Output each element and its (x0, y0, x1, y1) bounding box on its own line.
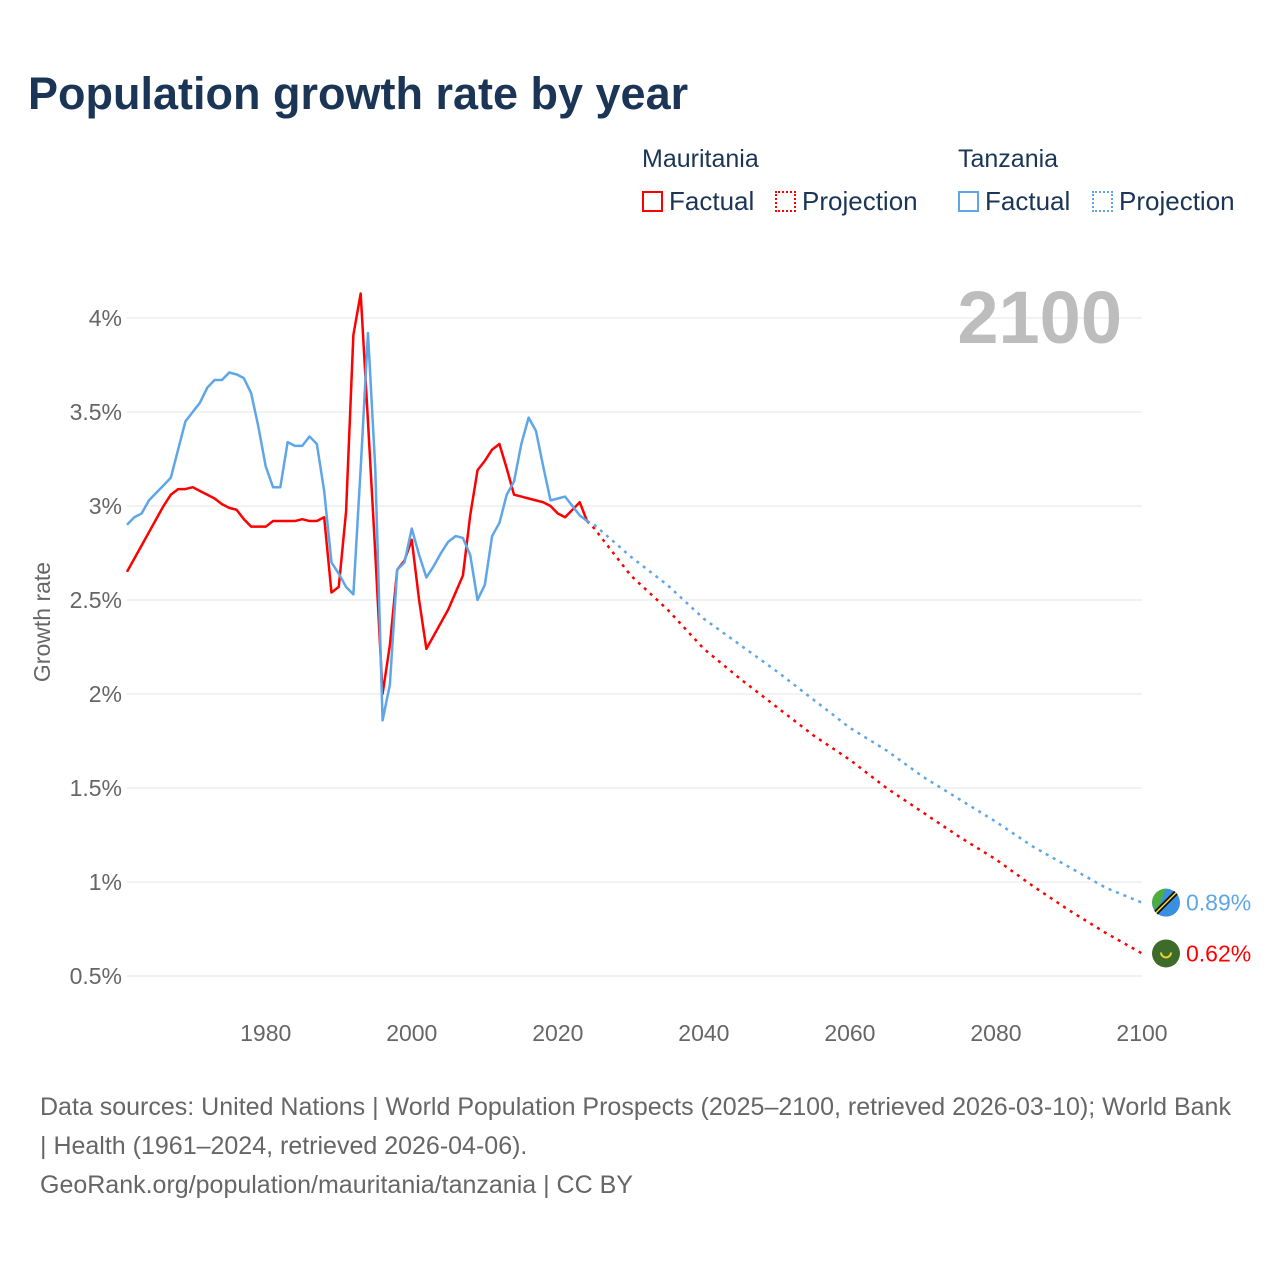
y-tick-label: 2.5% (70, 587, 122, 613)
mauritania-flag-icon (1152, 939, 1180, 968)
y-tick-label: 2% (89, 681, 122, 707)
x-tick-label: 2000 (386, 1020, 437, 1046)
footer: Data sources: United Nations | World Pop… (40, 1088, 1240, 1205)
legend-group-tanzania: Tanzania (958, 145, 1059, 173)
x-tick-label: 2060 (824, 1020, 875, 1046)
legend-label: Factual (985, 186, 1071, 216)
y-axis-label: Growth rate (29, 562, 55, 682)
legend-swatch-dotted (1092, 191, 1113, 212)
end-value-label-mauritania: 0.62% (1186, 940, 1251, 966)
x-tick-label: 1980 (240, 1020, 291, 1046)
x-tick-label: 2040 (678, 1020, 729, 1046)
legend-mauritania-factual[interactable]: Factual (642, 186, 754, 217)
year-watermark: 2100 (957, 276, 1122, 359)
legend-tanzania-factual[interactable]: Factual (958, 186, 1070, 217)
chart-title: Population growth rate by year (28, 68, 689, 119)
legend-swatch-solid (958, 191, 979, 212)
line-tanzania-factual (126, 331, 588, 722)
y-tick-label: 0.5% (70, 963, 122, 989)
legend-swatch-solid (642, 191, 663, 212)
legend-label: Projection (802, 186, 918, 216)
x-tick-label: 2080 (970, 1020, 1021, 1046)
legend-tanzania-projection[interactable]: Projection (1092, 186, 1235, 217)
x-tick-label: 2100 (1116, 1020, 1167, 1046)
y-tick-label: 3% (89, 493, 122, 519)
line-mauritania-projection (586, 520, 1143, 955)
data-sources: Data sources: United Nations | World Pop… (40, 1093, 1231, 1160)
y-tick-label: 1% (89, 869, 122, 895)
legend-label: Projection (1119, 186, 1235, 216)
line-tanzania-projection (586, 519, 1143, 904)
legend-mauritania-projection[interactable]: Projection (775, 186, 918, 217)
mauritania-flag-crescent (1160, 952, 1172, 959)
legend-swatch-dotted (775, 191, 796, 212)
tanzania-flag-green (1152, 888, 1166, 913)
end-value-label-tanzania: 0.89% (1186, 890, 1251, 916)
source-link[interactable]: GeoRank.org/population/mauritania/tanzan… (40, 1171, 633, 1199)
y-tick-label: 3.5% (70, 399, 122, 425)
y-tick-label: 1.5% (70, 775, 122, 801)
line-mauritania-factual (125, 292, 589, 696)
tanzania-flag-yellow (1155, 892, 1177, 914)
x-tick-label: 2020 (532, 1020, 583, 1046)
y-tick-label: 4% (89, 305, 122, 331)
legend-group-mauritania: Mauritania (642, 145, 759, 173)
legend-label: Factual (669, 186, 755, 216)
